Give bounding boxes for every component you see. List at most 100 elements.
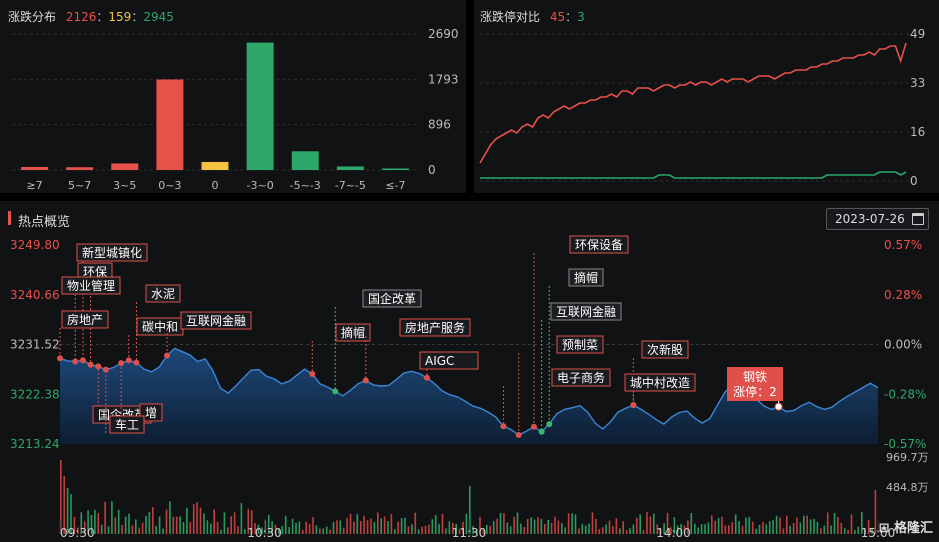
limit-ratio-panel: 涨跌停对比 45：3 49 33 16 0 — [474, 0, 939, 193]
hotspot-tag[interactable]: 国企改革 — [332, 289, 422, 395]
volume-bar — [66, 488, 69, 534]
dist-bar[interactable] — [336, 166, 364, 170]
volume-bar — [336, 520, 338, 534]
calendar-icon[interactable] — [912, 213, 924, 225]
volume-bar — [850, 514, 853, 534]
dist-category-label: -3~0 — [247, 179, 274, 192]
volume-bar — [734, 514, 737, 534]
volume-bar — [366, 520, 369, 534]
dist-ytick: 1793 — [428, 72, 459, 86]
volume-bar — [288, 527, 290, 534]
volume-bar — [741, 526, 744, 534]
volume-bar — [302, 529, 304, 534]
volume-bar — [295, 522, 297, 534]
date-picker[interactable]: 2023-07-26 — [826, 208, 929, 230]
volume-bar — [138, 527, 140, 534]
volume-bar — [441, 513, 444, 534]
hotspot-tag[interactable]: 物业管理 — [61, 276, 121, 365]
volume-bar — [455, 524, 457, 534]
dist-bar[interactable] — [111, 163, 139, 170]
hotspot-tag[interactable]: 互联网金融 — [164, 311, 252, 359]
volume-bar — [676, 525, 679, 534]
tag-point — [423, 374, 430, 381]
volume-bar — [104, 501, 106, 534]
volume-bar — [445, 528, 447, 534]
volume-bar — [803, 515, 805, 534]
dist-bar[interactable] — [291, 151, 319, 170]
hotspot-tag[interactable]: 互联网金融 — [538, 302, 622, 435]
hotspot-tag[interactable]: AIGC — [419, 351, 479, 381]
volume-bar — [588, 523, 590, 534]
volume-bar — [557, 520, 560, 534]
dist-bar[interactable] — [201, 161, 229, 170]
volume-bar — [117, 509, 120, 534]
volume-bar — [809, 519, 812, 534]
tag-point — [538, 428, 545, 435]
tag-box — [61, 310, 109, 329]
volume-bar — [646, 512, 648, 534]
volume-bar — [274, 525, 277, 534]
volume-bar — [526, 518, 529, 534]
volume-bar — [642, 529, 645, 534]
ratio-title: 涨跌停对比 — [480, 10, 541, 24]
hotspot-tag[interactable]: 水泥 — [133, 284, 181, 366]
colon-2: ： — [131, 10, 144, 24]
volume-bar — [506, 522, 509, 534]
volume-bar — [690, 513, 693, 534]
volume-bar — [554, 516, 556, 534]
hotspot-tag[interactable]: 摘帽 — [546, 268, 604, 428]
hotspot-tag[interactable]: 预制菜 — [515, 335, 604, 438]
volume-bar — [826, 512, 829, 534]
tag-label: AIGC — [425, 354, 454, 368]
dist-bar[interactable] — [21, 166, 49, 170]
hotspot-tag[interactable]: 新型城镇化 — [76, 243, 148, 364]
volume-bar — [711, 515, 713, 534]
brand-logo: ⊞ 格隆汇 — [878, 521, 933, 536]
volume-bar — [220, 529, 222, 534]
volume-bar — [833, 512, 836, 534]
tag-box — [180, 311, 252, 330]
volume-bar — [230, 516, 232, 534]
dist-bar[interactable] — [156, 79, 184, 170]
volume-bar — [571, 513, 573, 534]
volume-bar — [254, 523, 256, 534]
dist-bar[interactable] — [246, 42, 274, 170]
tag-point — [530, 423, 537, 430]
volume-bar — [353, 521, 355, 534]
dist-category-label: ≤-7 — [385, 179, 405, 192]
volume-bar — [492, 521, 495, 534]
hotspot-tag[interactable]: 环保设备 — [530, 235, 629, 430]
volume-bar — [707, 522, 710, 534]
volume-bar — [717, 517, 720, 534]
tag-box — [335, 323, 371, 342]
limit-up-count: 45 — [549, 10, 566, 24]
tag-label: 国企改革 — [368, 291, 416, 306]
hotspot-tag[interactable]: 房地产 — [57, 310, 109, 362]
hotspot-tag[interactable]: 房地产服务 — [362, 318, 471, 384]
hotspot-tag[interactable]: 电子商务 — [500, 368, 611, 430]
volume-bar — [772, 520, 774, 534]
tag-label: 电子商务 — [557, 370, 605, 385]
volume-bar — [861, 512, 863, 534]
volume-bar — [762, 521, 764, 534]
hotspot-tag[interactable]: 城中村改造 — [624, 373, 696, 409]
volume-bar — [63, 476, 65, 534]
date-value: 2023-07-26 — [835, 212, 905, 226]
hotspot-tag[interactable]: 摘帽 — [309, 323, 371, 378]
pct-ytick: 0.57% — [884, 238, 922, 252]
dist-bar[interactable] — [66, 167, 94, 170]
hotspot-tag[interactable]: 车工 — [102, 366, 145, 434]
hotspot-tag[interactable]: 增 — [118, 360, 163, 422]
volume-bar — [567, 513, 570, 534]
tag-point — [332, 388, 339, 395]
volume-bar — [799, 522, 802, 534]
volume-bar — [400, 518, 403, 534]
volume-bar — [390, 514, 393, 534]
volume-bar — [434, 515, 437, 534]
volume-bar — [779, 517, 781, 534]
vol-label-mid: 484.8万 — [886, 481, 929, 494]
dist-bar[interactable] — [381, 168, 409, 170]
volume-bar — [373, 522, 376, 534]
index-area — [60, 348, 878, 444]
